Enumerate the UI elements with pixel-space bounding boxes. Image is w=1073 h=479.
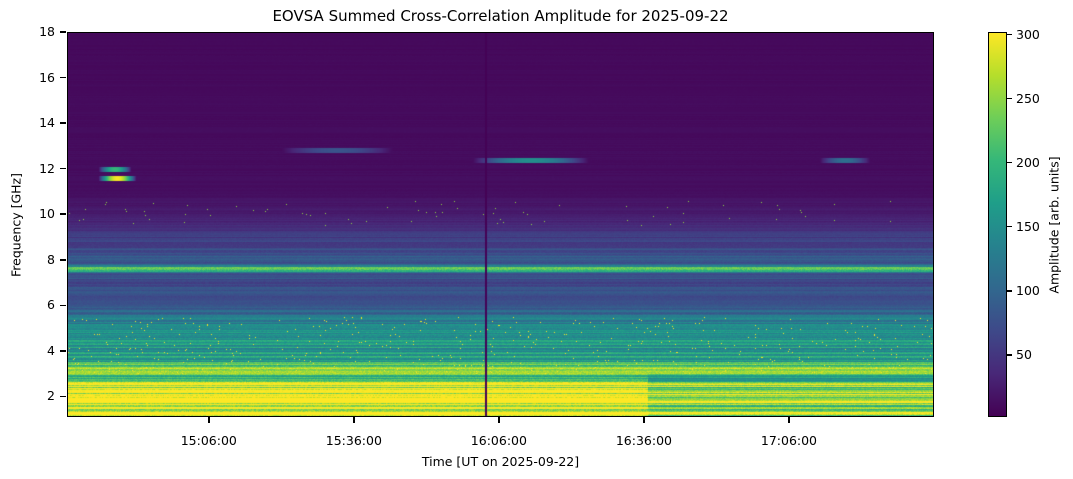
y-tick-label: 18: [39, 24, 55, 39]
y-tick-mark: [60, 350, 66, 352]
colorbar-tick-mark: [1007, 354, 1012, 356]
colorbar-tick-mark: [1007, 290, 1012, 292]
x-tick-mark: [788, 417, 790, 423]
colorbar-tick-mark: [1007, 161, 1012, 164]
y-tick-mark: [60, 31, 66, 33]
y-axis-label: Frequency [GHz]: [8, 173, 24, 277]
x-axis-label: Time [UT on 2025-09-22]: [421, 454, 580, 469]
x-tick-mark: [353, 417, 355, 423]
y-tick-label: 4: [47, 342, 55, 358]
y-tick-mark: [60, 76, 66, 79]
y-tick-label: 2: [47, 388, 55, 404]
colorbar-tick-mark: [1007, 97, 1012, 100]
x-tick-label: 16:06:00: [470, 433, 527, 448]
plot-area-frame: [67, 32, 934, 417]
y-tick-mark: [60, 259, 66, 261]
y-tick-label: 14: [39, 115, 55, 131]
y-tick-mark: [60, 122, 66, 124]
y-tick-label: 12: [39, 160, 55, 176]
colorbar: [988, 32, 1007, 417]
x-tick-mark: [498, 417, 500, 423]
y-tick-mark: [60, 167, 66, 170]
x-tick-label: 15:06:00: [180, 433, 237, 448]
colorbar-tick-mark: [1007, 225, 1012, 228]
colorbar-tick-label: 250: [1016, 90, 1040, 106]
y-tick-mark: [60, 304, 66, 307]
x-tick-label: 16:36:00: [615, 433, 672, 448]
x-tick-label: 17:06:00: [760, 433, 818, 448]
y-tick-label: 10: [39, 206, 55, 222]
colorbar-tick-mark: [1007, 33, 1012, 36]
chart-title: EOVSA Summed Cross-Correlation Amplitude…: [272, 7, 729, 25]
x-tick-mark: [208, 417, 210, 423]
heatmap: [67, 32, 934, 417]
y-tick-mark: [60, 213, 66, 215]
y-tick-mark: [60, 395, 66, 398]
y-tick-label: 8: [47, 251, 55, 267]
colorbar-tick-label: 150: [1016, 218, 1040, 234]
colorbar-tick-label: 100: [1016, 282, 1040, 298]
colorbar-tick-label: 300: [1016, 26, 1040, 42]
x-tick-label: 15:36:00: [325, 433, 382, 448]
y-tick-label: 16: [39, 69, 55, 85]
y-tick-label: 6: [47, 297, 55, 313]
colorbar-label: Amplitude [arb. units]: [1046, 156, 1062, 294]
x-tick-mark: [643, 417, 645, 423]
colorbar-tick-label: 50: [1016, 346, 1032, 362]
colorbar-tick-label: 200: [1016, 154, 1040, 170]
